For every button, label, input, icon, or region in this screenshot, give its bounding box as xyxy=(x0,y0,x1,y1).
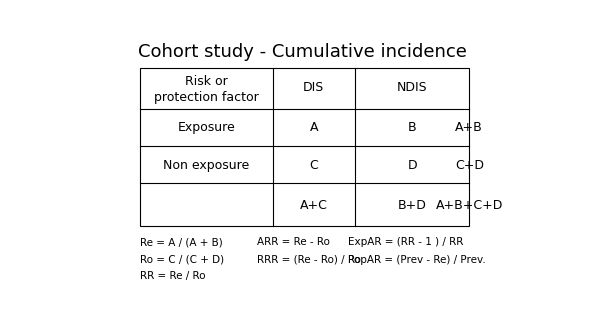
Text: DIS: DIS xyxy=(303,82,324,94)
Text: B: B xyxy=(408,121,417,134)
Text: RRR = (Re - Ro) / Ro: RRR = (Re - Ro) / Ro xyxy=(257,255,360,265)
Text: Cohort study - Cumulative incidence: Cohort study - Cumulative incidence xyxy=(138,43,467,61)
Text: B+D: B+D xyxy=(398,199,427,212)
Text: A: A xyxy=(310,121,318,134)
Text: Exposure: Exposure xyxy=(178,121,235,134)
Text: Re = A / (A + B): Re = A / (A + B) xyxy=(140,238,223,247)
Text: Risk or
protection factor: Risk or protection factor xyxy=(154,75,259,104)
Text: A+B: A+B xyxy=(455,121,483,134)
Text: RR = Re / Ro: RR = Re / Ro xyxy=(140,271,205,281)
Text: A+C: A+C xyxy=(300,199,327,212)
Bar xyxy=(140,68,469,226)
Text: ExpAR = (RR - 1 ) / RR: ExpAR = (RR - 1 ) / RR xyxy=(348,238,464,247)
Text: PopAR = (Prev - Re) / Prev.: PopAR = (Prev - Re) / Prev. xyxy=(348,255,486,265)
Text: C+D: C+D xyxy=(455,159,484,171)
Text: Ro = C / (C + D): Ro = C / (C + D) xyxy=(140,255,224,265)
Text: ARR = Re - Ro: ARR = Re - Ro xyxy=(257,238,330,247)
Text: Non exposure: Non exposure xyxy=(163,159,250,171)
Text: NDIS: NDIS xyxy=(397,82,427,94)
Text: D: D xyxy=(407,159,417,171)
Text: A+B+C+D: A+B+C+D xyxy=(435,199,503,212)
Text: C: C xyxy=(309,159,318,171)
